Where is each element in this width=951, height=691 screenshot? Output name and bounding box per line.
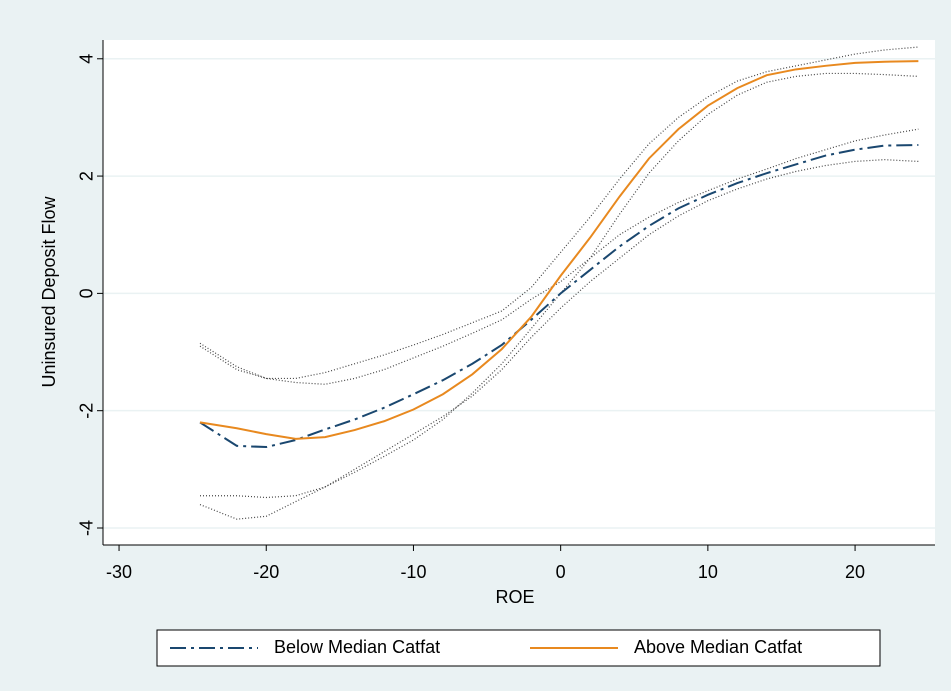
series-line — [199, 143, 919, 449]
x-tick-label: -30 — [106, 562, 132, 582]
y-tick-label: -4 — [77, 520, 97, 536]
y-tick-label: 4 — [77, 54, 97, 64]
y-tick-label: 0 — [77, 288, 97, 298]
ci-line — [199, 128, 919, 385]
ci-line — [199, 46, 919, 380]
x-axis-title: ROE — [495, 587, 534, 607]
legend-label: Above Median Catfat — [634, 637, 802, 657]
x-tick-label: 20 — [845, 562, 865, 582]
plot-area — [103, 40, 935, 545]
y-tick-label: -2 — [77, 403, 97, 419]
x-tick-label: 10 — [698, 562, 718, 582]
x-tick-label: 0 — [556, 562, 566, 582]
y-axis-title: Uninsured Deposit Flow — [39, 195, 59, 387]
ci-line — [199, 159, 919, 520]
series-line — [199, 60, 919, 440]
legend-label: Below Median Catfat — [274, 637, 440, 657]
legend — [156, 629, 881, 667]
y-tick-label: 2 — [77, 171, 97, 181]
x-tick-label: -10 — [400, 562, 426, 582]
x-tick-label: -20 — [253, 562, 279, 582]
